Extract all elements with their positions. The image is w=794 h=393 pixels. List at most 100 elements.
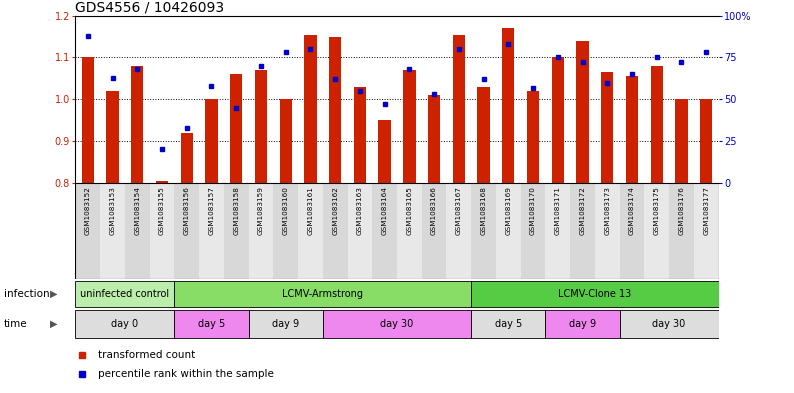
Bar <box>175 310 249 338</box>
Text: GSM1083164: GSM1083164 <box>382 185 387 235</box>
Bar <box>348 183 372 279</box>
Bar <box>206 99 218 183</box>
Bar <box>249 183 273 279</box>
Bar <box>545 183 570 279</box>
Bar <box>323 183 348 279</box>
Text: GSM1083172: GSM1083172 <box>580 185 585 235</box>
Bar <box>650 66 663 183</box>
Bar <box>619 183 645 279</box>
Bar <box>552 57 564 183</box>
Bar <box>422 183 446 279</box>
Text: GSM1083168: GSM1083168 <box>480 185 487 235</box>
Text: GSM1083177: GSM1083177 <box>703 185 709 235</box>
Bar <box>149 183 175 279</box>
Text: GSM1083176: GSM1083176 <box>678 185 684 235</box>
Text: GDS4556 / 10426093: GDS4556 / 10426093 <box>75 0 225 15</box>
Bar <box>527 91 539 183</box>
Text: day 0: day 0 <box>111 319 138 329</box>
Text: GSM1083174: GSM1083174 <box>629 185 635 235</box>
Bar <box>304 35 317 183</box>
Bar <box>353 87 366 183</box>
Bar <box>156 181 168 183</box>
Text: GSM1083162: GSM1083162 <box>332 185 338 235</box>
Text: GSM1083154: GSM1083154 <box>134 185 141 235</box>
Bar <box>230 74 242 183</box>
Text: GSM1083158: GSM1083158 <box>233 185 239 235</box>
Text: GSM1083160: GSM1083160 <box>283 185 289 235</box>
Bar <box>403 70 415 183</box>
Bar <box>446 183 471 279</box>
Text: GSM1083173: GSM1083173 <box>604 185 611 235</box>
Bar <box>131 66 144 183</box>
Text: GSM1083161: GSM1083161 <box>307 185 314 235</box>
Text: GSM1083170: GSM1083170 <box>530 185 536 235</box>
Bar <box>626 76 638 183</box>
Bar <box>75 281 175 307</box>
Bar <box>477 87 490 183</box>
Bar <box>471 281 719 307</box>
Bar <box>175 183 199 279</box>
Text: LCMV-Clone 13: LCMV-Clone 13 <box>558 289 631 299</box>
Bar <box>255 70 267 183</box>
Bar <box>372 183 397 279</box>
Bar <box>576 41 588 183</box>
Text: GSM1083166: GSM1083166 <box>431 185 437 235</box>
Bar <box>175 281 471 307</box>
Bar <box>82 57 94 183</box>
Bar <box>323 310 471 338</box>
Bar <box>279 99 292 183</box>
Bar <box>453 35 465 183</box>
Bar <box>100 183 125 279</box>
Text: GSM1083163: GSM1083163 <box>357 185 363 235</box>
Text: uninfected control: uninfected control <box>80 289 169 299</box>
Bar <box>675 99 688 183</box>
Text: percentile rank within the sample: percentile rank within the sample <box>98 369 274 379</box>
Text: day 5: day 5 <box>495 319 522 329</box>
Text: ▶: ▶ <box>51 319 58 329</box>
Bar <box>645 183 669 279</box>
Bar <box>75 310 175 338</box>
Text: infection: infection <box>4 289 49 299</box>
Bar <box>471 310 545 338</box>
Text: GSM1083157: GSM1083157 <box>209 185 214 235</box>
Bar <box>298 183 323 279</box>
Text: transformed count: transformed count <box>98 350 195 360</box>
Text: GSM1083171: GSM1083171 <box>555 185 561 235</box>
Bar <box>570 183 595 279</box>
Text: GSM1083165: GSM1083165 <box>407 185 412 235</box>
Bar <box>224 183 249 279</box>
Text: GSM1083152: GSM1083152 <box>85 185 91 235</box>
Text: ▶: ▶ <box>51 289 58 299</box>
Bar <box>397 183 422 279</box>
Bar <box>199 183 224 279</box>
Text: GSM1083155: GSM1083155 <box>159 185 165 235</box>
Bar <box>619 310 719 338</box>
Bar <box>329 37 341 183</box>
Text: day 30: day 30 <box>653 319 686 329</box>
Text: LCMV-Armstrong: LCMV-Armstrong <box>283 289 364 299</box>
Bar <box>471 183 496 279</box>
Bar <box>379 120 391 183</box>
Bar <box>700 99 712 183</box>
Bar <box>106 91 119 183</box>
Bar <box>75 183 100 279</box>
Bar <box>273 183 298 279</box>
Bar <box>545 310 619 338</box>
Bar <box>669 183 694 279</box>
Bar <box>694 183 719 279</box>
Bar <box>249 310 323 338</box>
Text: day 5: day 5 <box>198 319 225 329</box>
Bar <box>601 72 614 183</box>
Bar <box>496 183 521 279</box>
Text: GSM1083167: GSM1083167 <box>456 185 462 235</box>
Text: day 30: day 30 <box>380 319 414 329</box>
Bar <box>125 183 149 279</box>
Bar <box>502 28 515 183</box>
Text: day 9: day 9 <box>272 319 299 329</box>
Text: GSM1083169: GSM1083169 <box>505 185 511 235</box>
Bar <box>595 183 619 279</box>
Text: GSM1083175: GSM1083175 <box>653 185 660 235</box>
Bar <box>428 95 441 183</box>
Text: GSM1083153: GSM1083153 <box>110 185 116 235</box>
Bar <box>180 132 193 183</box>
